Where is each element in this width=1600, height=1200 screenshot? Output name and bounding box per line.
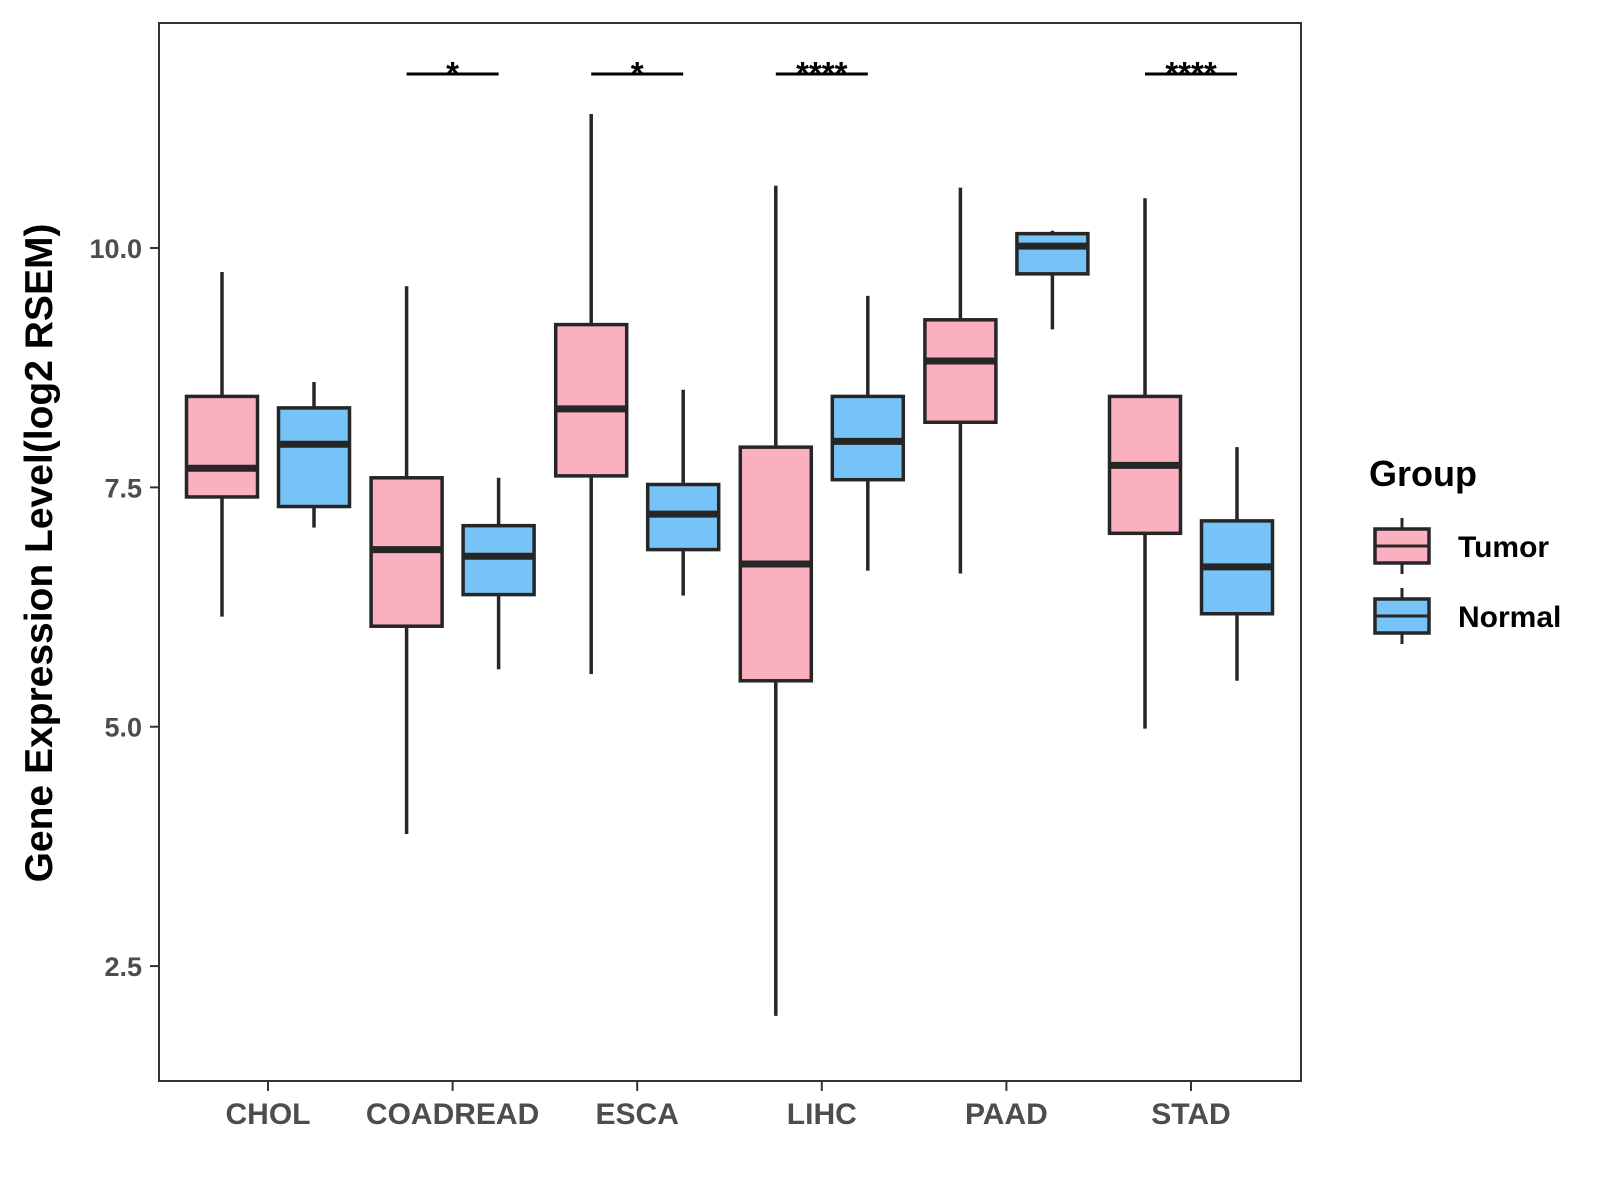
box-body	[923, 318, 998, 425]
y-axis: 2.5 5.0 7.5 10.0	[89, 234, 159, 982]
box-tumor-esca	[553, 113, 629, 675]
legend-label-tumor: Tumor	[1458, 531, 1549, 564]
y-tick-label: 10.0	[89, 234, 142, 264]
box-normal-stad	[1199, 447, 1275, 681]
box-normal-paad	[1015, 230, 1090, 330]
x-tick-label: STAD	[1151, 1098, 1230, 1131]
x-tick-label: PAAD	[965, 1098, 1048, 1131]
legend-key-tumor	[1373, 518, 1431, 574]
x-tick-label: CHOL	[226, 1098, 311, 1131]
significance-label: ****	[1165, 55, 1217, 92]
box-tumor-chol	[184, 271, 260, 617]
y-tick-label: 5.0	[104, 713, 142, 743]
significance-label: ****	[796, 55, 848, 92]
significance-layer: * * **** ****	[406, 55, 1237, 92]
box-body	[276, 406, 352, 509]
box-tumor-lihc	[738, 185, 814, 1016]
box-tumor-paad	[923, 187, 998, 574]
boxes-layer	[184, 113, 1275, 1016]
x-tick-label: ESCA	[596, 1098, 679, 1131]
x-tick-label: LIHC	[787, 1098, 857, 1131]
x-tick-label: COADREAD	[366, 1098, 539, 1131]
box-tumor-stad	[1107, 198, 1183, 729]
box-body	[553, 322, 629, 478]
significance-label: *	[631, 55, 644, 92]
y-tick-label: 7.5	[104, 473, 142, 503]
significance-label: *	[446, 55, 459, 92]
plot-panel-border	[158, 22, 1302, 1082]
y-tick-label: 2.5	[104, 952, 142, 982]
legend-title: Group	[1369, 453, 1477, 494]
box-body	[184, 394, 260, 499]
box-body	[461, 523, 536, 597]
legend: Group Tumor Normal	[1369, 453, 1561, 644]
box-tumor-coadread	[369, 286, 444, 834]
legend-label-normal: Normal	[1458, 601, 1561, 634]
box-normal-lihc	[830, 295, 906, 571]
box-body	[1015, 231, 1090, 276]
box-normal-esca	[645, 389, 721, 596]
box-normal-chol	[276, 382, 352, 528]
legend-key-normal	[1373, 588, 1431, 644]
x-axis: CHOL COADREAD ESCA LIHC PAAD STAD	[226, 1081, 1231, 1131]
y-axis-title: Gene Expression Level(log2 RSEM)	[18, 224, 61, 883]
box-normal-coadread	[461, 477, 536, 670]
